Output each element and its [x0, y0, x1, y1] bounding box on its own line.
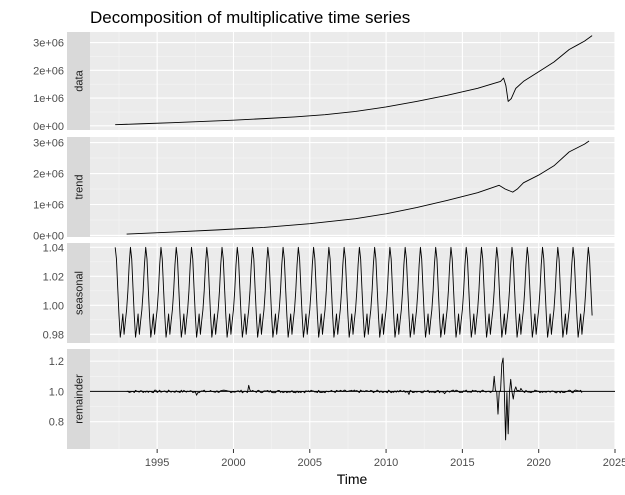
y-tick-label: 1.00	[43, 300, 64, 312]
panel-strip	[67, 32, 90, 130]
panel-strip	[67, 349, 90, 449]
panel-data: 0e+00 1e+06 2e+06 3e+06 data	[33, 32, 616, 133]
x-axis-title: Time	[337, 471, 368, 487]
strip-label-seasonal: seasonal	[74, 271, 86, 315]
x-axis: 1995 2000 2005 2010 2015 2020 2025	[145, 449, 625, 469]
strip-label-data: data	[74, 69, 86, 91]
chart-title: Decomposition of multiplicative time ser…	[90, 8, 410, 27]
x-tick-label: 2020	[526, 457, 550, 469]
series-line-trend	[126, 140, 590, 235]
y-tick-label: 1e+06	[33, 93, 64, 105]
panel-strip	[67, 243, 90, 343]
y-tick-label: 1.04	[43, 242, 64, 254]
y-tick-label: 3e+06	[33, 38, 64, 50]
y-tick-label: 0.98	[43, 329, 64, 341]
strip-label-trend: trend	[74, 174, 86, 199]
panel-strip	[67, 137, 90, 237]
y-tick-label: 0e+00	[33, 121, 64, 133]
y-tick-label: 2e+06	[33, 169, 64, 181]
panel-background	[90, 32, 615, 130]
x-tick-label: 2000	[221, 457, 245, 469]
panels: 0e+00 1e+06 2e+06 3e+06 data 0e+00 1e+06 2e+06 3…	[33, 32, 616, 449]
y-tick-label: 0e+00	[33, 230, 64, 242]
x-tick-label: 2025	[603, 457, 625, 469]
y-tick-label: 2e+06	[33, 65, 64, 77]
y-tick-label: 1.0	[49, 386, 64, 398]
x-tick-label: 1995	[145, 457, 169, 469]
panel-background	[90, 137, 615, 237]
x-tick-label: 2010	[374, 457, 398, 469]
y-tick-label: 1.2	[49, 356, 64, 368]
panel-remainder: 0.8 1.0 1.2 remainder	[49, 349, 616, 449]
panel-background	[90, 349, 615, 449]
series-line-remainder	[126, 357, 583, 441]
series-line-data	[115, 35, 593, 126]
y-tick-label: 1e+06	[33, 199, 64, 211]
strip-label-remainder: remainder	[74, 374, 86, 424]
y-tick-label: 1.02	[43, 271, 64, 283]
y-tick-label: 0.8	[49, 417, 64, 429]
panel-trend: 0e+00 1e+06 2e+06 3e+06 trend	[33, 137, 616, 242]
x-tick-label: 2005	[298, 457, 322, 469]
series-line-seasonal	[114, 246, 593, 338]
panel-seasonal: 0.98 1.00 1.02 1.04 seasonal	[43, 242, 616, 343]
y-tick-label: 3e+06	[33, 138, 64, 150]
x-tick-label: 2015	[450, 457, 474, 469]
